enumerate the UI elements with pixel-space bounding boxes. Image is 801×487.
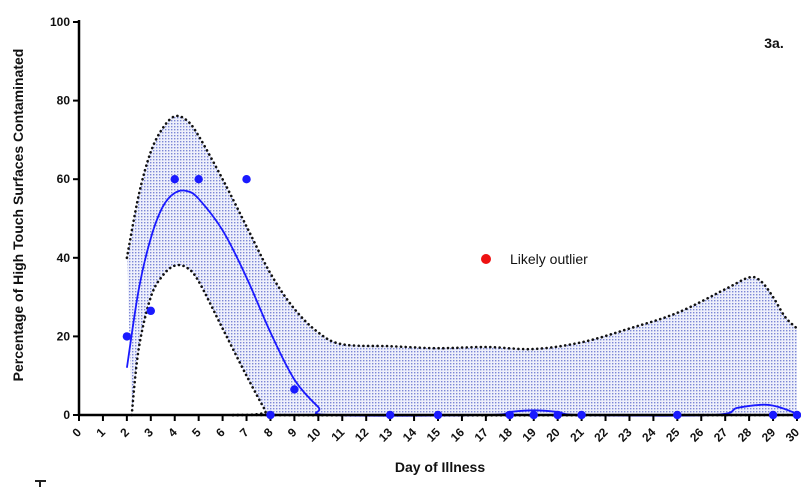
x-tick-label: 18: [496, 425, 516, 445]
data-point: [768, 410, 778, 420]
x-tick-label: 23: [615, 425, 635, 445]
x-tick-label: 13: [376, 425, 396, 445]
y-tick-label: 0: [63, 408, 70, 422]
y-tick-label: 60: [57, 172, 71, 186]
x-tick-label: 30: [783, 425, 801, 445]
data-point: [385, 410, 395, 420]
data-point: [170, 175, 179, 184]
x-tick-label: 14: [400, 425, 420, 445]
y-axis-ticks: 0 20 40 60 80 100: [50, 15, 79, 422]
data-point: [553, 410, 562, 420]
x-tick-label: 16: [448, 425, 468, 445]
x-tick-label: 27: [711, 425, 731, 445]
x-tick-label: 24: [639, 425, 659, 445]
x-tick-label: 3: [141, 425, 156, 440]
data-points: [122, 175, 801, 420]
legend-label-outlier: Likely outlier: [510, 251, 588, 267]
x-tick-label: 6: [213, 425, 228, 440]
data-point: [266, 410, 275, 420]
x-tick-label: 4: [165, 425, 180, 440]
x-tick-label: 12: [352, 425, 372, 445]
x-tick-label: 1: [93, 425, 108, 440]
x-tick-label: 29: [759, 425, 779, 445]
x-tick-label: 26: [687, 425, 707, 445]
data-point: [577, 410, 586, 420]
data-point: [194, 175, 203, 184]
data-point: [792, 410, 801, 420]
x-tick-label: 0: [69, 425, 84, 440]
x-tick-label: 10: [304, 425, 324, 445]
x-tick-label: 17: [472, 425, 492, 445]
x-tick-label: 7: [237, 425, 252, 440]
data-point: [290, 385, 299, 394]
data-point: [673, 410, 682, 420]
data-point: [505, 410, 514, 420]
x-tick-label: 22: [591, 425, 611, 445]
y-tick-label: 100: [50, 15, 70, 29]
data-point: [529, 410, 538, 420]
x-tick-label: 20: [543, 425, 563, 445]
x-tick-label: 25: [663, 425, 683, 445]
y-axis-title: Percentage of High Touch Surfaces Contam…: [10, 49, 26, 382]
y-tick-label: 40: [57, 251, 71, 265]
x-tick-label: 8: [261, 425, 276, 440]
legend-marker-outlier: [481, 254, 491, 264]
x-tick-label: 5: [189, 425, 204, 440]
y-tick-label: 20: [57, 329, 71, 343]
stray-glyph-fragment: [35, 480, 46, 487]
x-tick-label: 11: [329, 425, 348, 444]
x-axis-title: Day of Illness: [395, 459, 485, 475]
x-tick-label: 19: [520, 425, 540, 445]
data-point: [122, 332, 132, 341]
data-point: [146, 306, 155, 316]
panel-label: 3a.: [764, 35, 783, 51]
data-point: [242, 175, 251, 184]
legend: Likely outlier: [481, 251, 588, 267]
data-point: [433, 410, 443, 420]
x-tick-label: 9: [285, 425, 300, 440]
y-tick-label: 80: [57, 94, 71, 108]
x-tick-label: 2: [117, 425, 132, 440]
band-area: [126, 115, 797, 416]
x-tick-label: 15: [424, 425, 444, 445]
x-tick-label: 21: [567, 425, 587, 445]
x-axis-ticks: 0 1 2 3 4 5 6 7 8 9 10 11 12 13 14 15 16 17 18 19 20 21 22 23 24…: [69, 415, 801, 445]
confidence-band: [125, 114, 799, 417]
x-tick-label: 28: [735, 425, 755, 445]
